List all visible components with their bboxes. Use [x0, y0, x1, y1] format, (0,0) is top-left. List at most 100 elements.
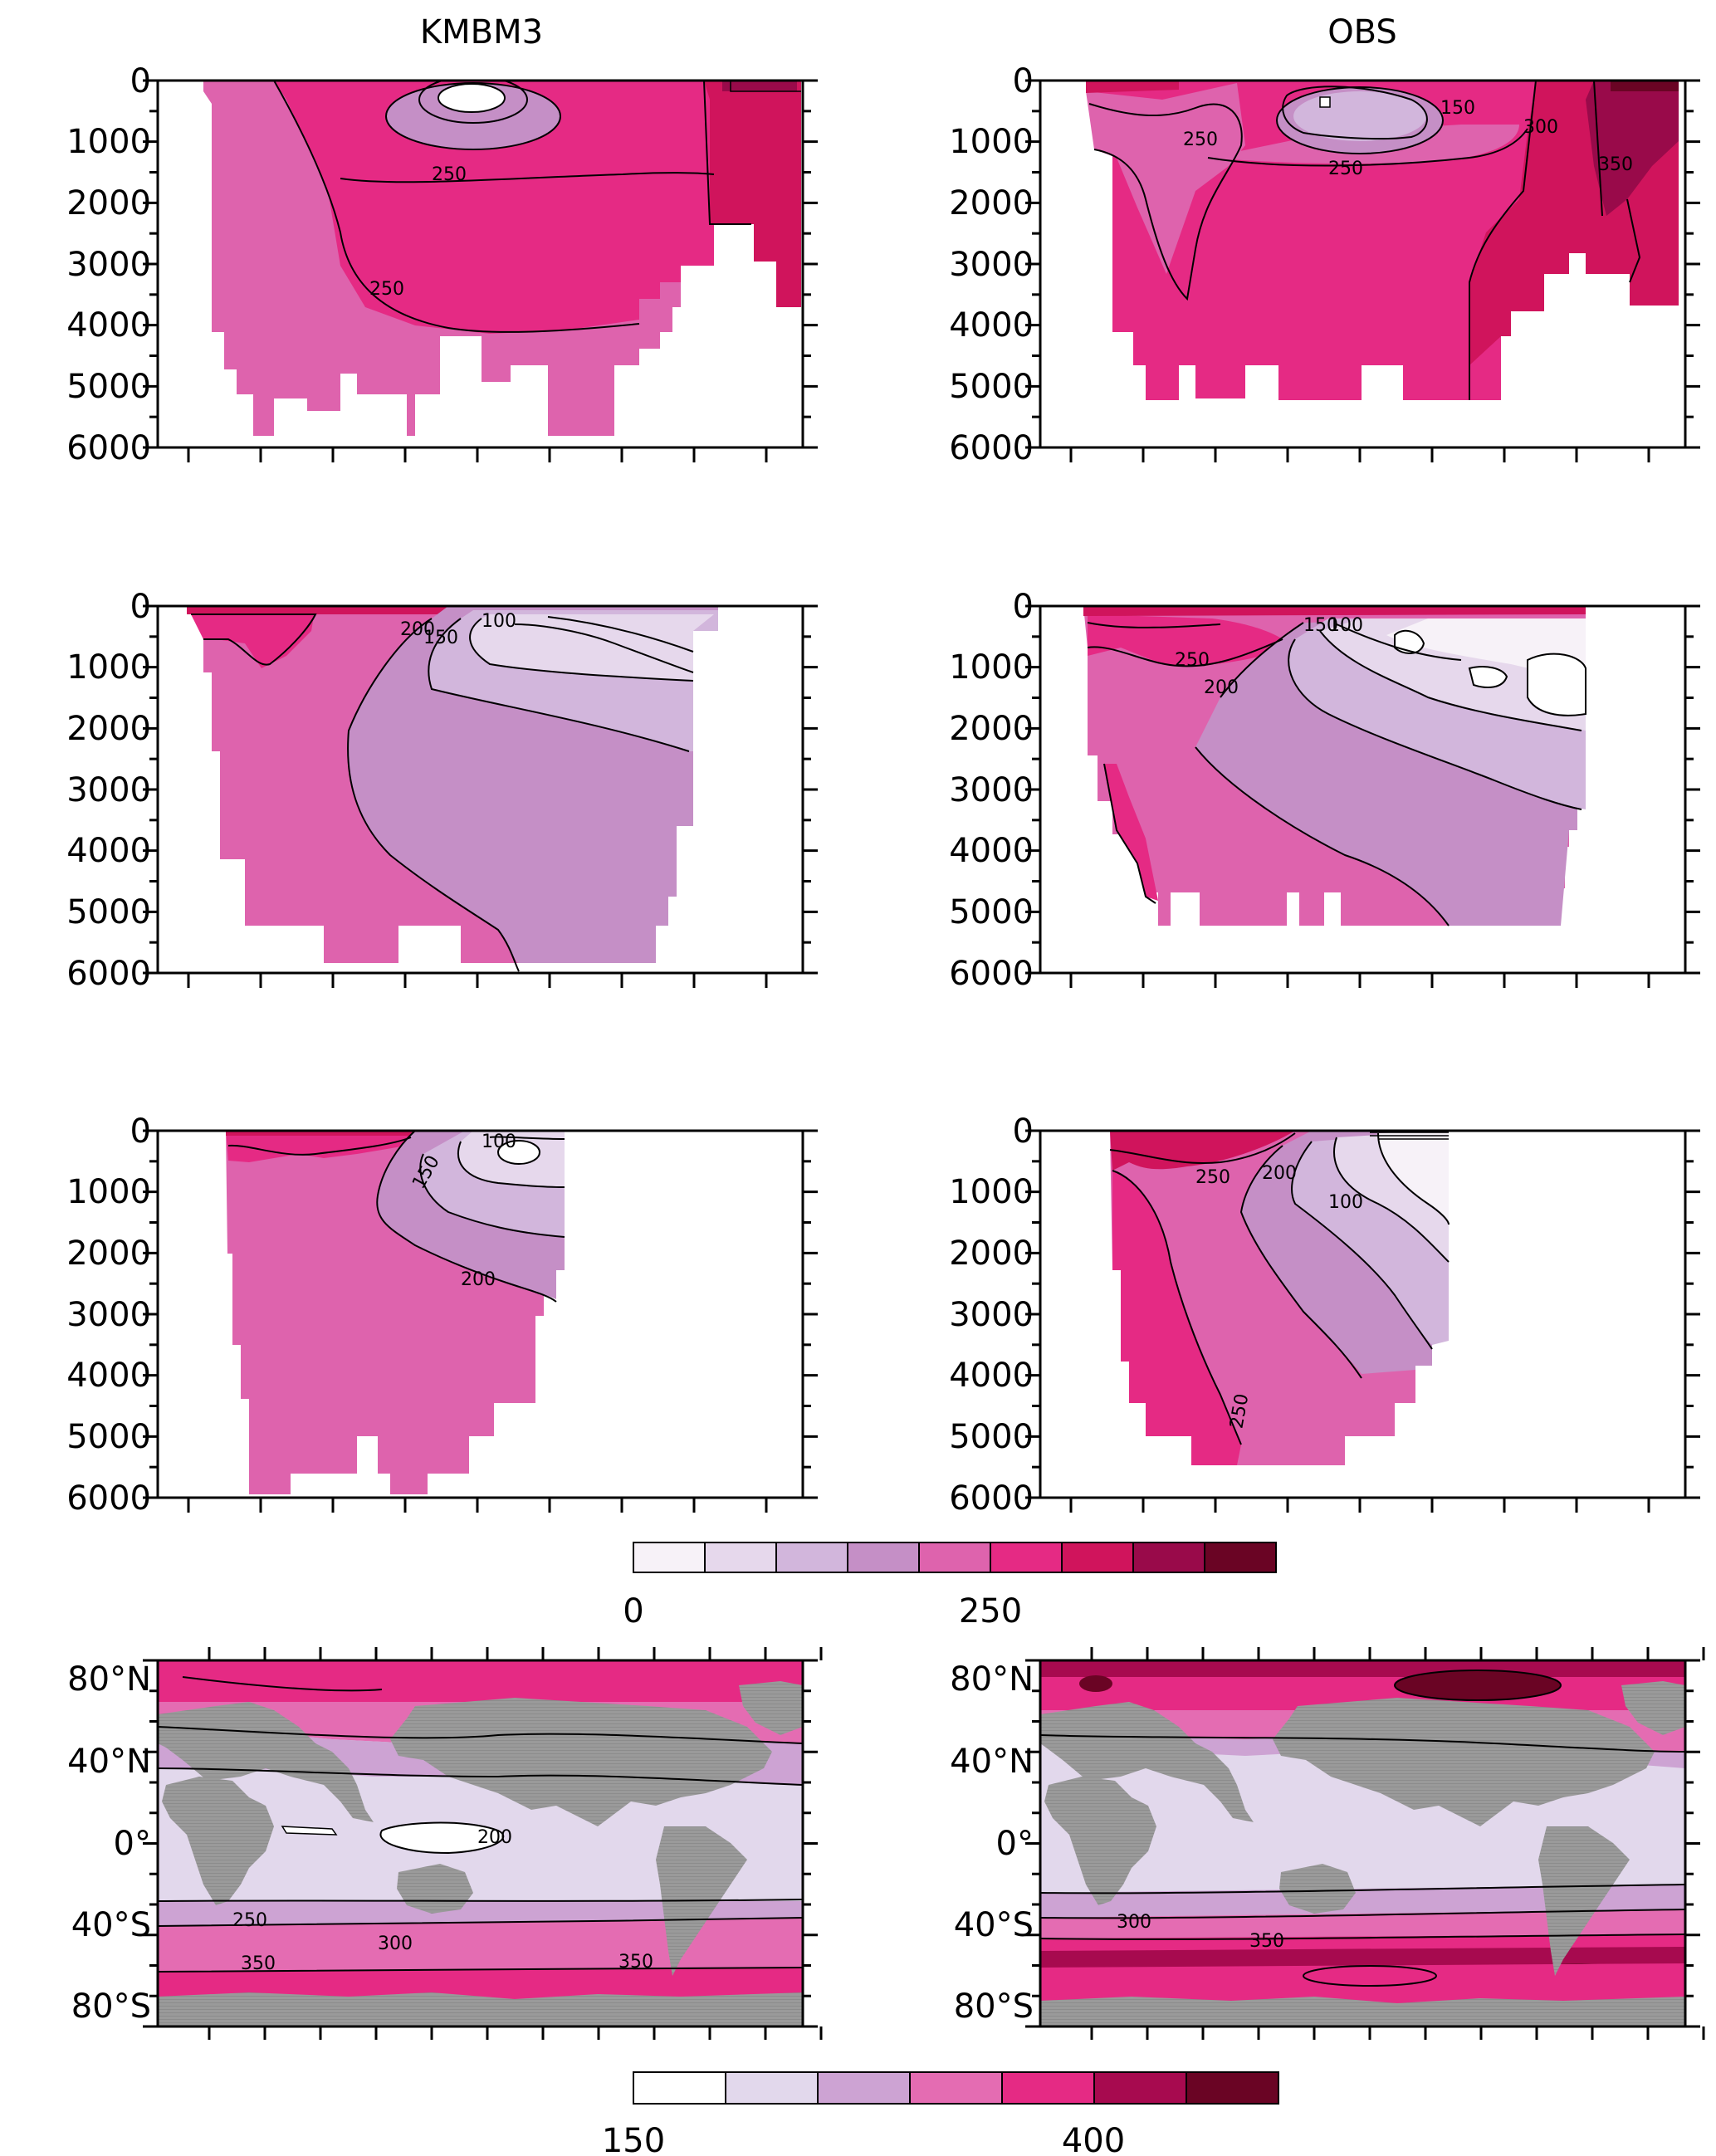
y-tick-label: 5000 — [949, 893, 1034, 931]
lat-label: 80°N — [67, 1660, 151, 1699]
y-tick-label: 3000 — [66, 246, 151, 284]
colorbar-swatch — [847, 1542, 920, 1573]
land-north-america — [158, 1702, 374, 1822]
y-tick-label: 2000 — [66, 184, 151, 222]
contour-label: 200 — [1262, 1163, 1297, 1184]
title-left: KMBM3 — [420, 13, 543, 51]
y-tick-label: 3000 — [66, 1296, 151, 1334]
colorbar-swatch — [1061, 1542, 1134, 1573]
y-tick-label: 1000 — [66, 648, 151, 687]
contour-label: 200 — [477, 1827, 512, 1848]
contour-label: 250 — [1175, 650, 1210, 671]
land-eurasia — [390, 1698, 772, 1826]
lat-label: 40°S — [71, 1906, 151, 1944]
land-antarctica — [158, 1992, 803, 2026]
colorbar-swatch — [909, 2071, 1003, 2105]
y-tick-label: 6000 — [949, 429, 1034, 467]
y-tick-label: 4000 — [66, 306, 151, 345]
contour-label: 300 — [1523, 117, 1558, 138]
colorbar-swatch — [817, 2071, 911, 2105]
y-tick-label: 6000 — [66, 955, 151, 993]
y-tick-label: 3000 — [949, 246, 1034, 284]
contour-label: 100 — [1328, 615, 1363, 636]
y-tick-label: 5000 — [66, 893, 151, 931]
colorbar-section-label: 250 — [959, 1592, 1022, 1630]
panel-row2-left: 200 150 100 — [187, 606, 718, 972]
y-tick-label: 3000 — [949, 1296, 1034, 1334]
lat-label: 40°S — [954, 1906, 1034, 1944]
contour-label: 250 — [1328, 159, 1363, 179]
y-tick-label: 1000 — [66, 1173, 151, 1211]
y-tick-label: 5000 — [66, 1418, 151, 1456]
y-tick-label: 2000 — [66, 1234, 151, 1273]
y-tick-label: 6000 — [66, 429, 151, 467]
axis-ticks — [143, 79, 1705, 2040]
y-tick-label: 2000 — [949, 710, 1034, 748]
y-tick-label: 6000 — [66, 1479, 151, 1518]
y-tick-label: 4000 — [949, 1357, 1034, 1395]
colorbar-swatch — [1093, 2071, 1187, 2105]
contour-label: 350 — [1598, 154, 1633, 175]
colorbar-swatch — [633, 1542, 706, 1573]
lat-label: 80°S — [954, 1987, 1034, 2026]
y-tick-label: 1000 — [949, 1173, 1034, 1211]
contour-label: 100 — [1328, 1192, 1363, 1213]
colorbar-swatch — [725, 2071, 819, 2105]
colorbar-swatch — [704, 1542, 777, 1573]
y-tick-label: 3000 — [66, 771, 151, 809]
lat-label: 40°N — [67, 1743, 151, 1781]
panel-map-right: 300 350 — [1040, 1660, 1685, 2026]
section-fill-200 — [386, 83, 560, 149]
contour-label: 300 — [378, 1934, 413, 1954]
y-tick-label: 5000 — [949, 1418, 1034, 1456]
contour-label: 200 — [400, 619, 435, 640]
map-y-labels: 80°N 40°N 0° 40°S 80°S 80°N 40°N 0° 40°S… — [67, 1660, 1034, 2026]
y-tick-label: 3000 — [949, 771, 1034, 809]
colorbar-swatch — [1132, 1542, 1205, 1573]
y-tick-label: 6000 — [949, 955, 1034, 993]
lat-label: 80°N — [950, 1660, 1034, 1699]
lat-label: 40°N — [950, 1743, 1034, 1781]
y-tick-label: 2000 — [66, 710, 151, 748]
colorbar-swatch — [633, 2071, 726, 2105]
contour-label: 350 — [241, 1953, 276, 1974]
lat-label: 80°S — [71, 1987, 151, 2026]
title-right: OBS — [1327, 13, 1397, 51]
land-greenland — [739, 1681, 803, 1735]
colorbar-swatch — [1204, 1542, 1277, 1573]
colorbar-swatch — [1186, 2071, 1279, 2105]
y-tick-label: 2000 — [949, 1234, 1034, 1273]
contour-label: 200 — [461, 1269, 496, 1290]
y-tick-label: 5000 — [949, 368, 1034, 406]
contour-label: 250 — [432, 164, 467, 185]
contour-label: 200 — [1204, 677, 1239, 698]
y-tick-label: 5000 — [66, 368, 151, 406]
colorbar-map-label: 150 — [602, 2122, 665, 2156]
section-fill-250 — [274, 81, 714, 334]
contour-label: 250 — [1183, 130, 1218, 150]
colorbar-swatch — [1001, 2071, 1095, 2105]
y-tick-label: 1000 — [949, 648, 1034, 687]
contour-label: 150 — [1440, 98, 1475, 119]
panel-map-left: 200 250 300 350 350 — [158, 1660, 803, 2026]
section-y-labels: 0 1000 2000 3000 4000 5000 6000 0 1000 2… — [66, 62, 1034, 1518]
contour-label: 350 — [1249, 1931, 1284, 1952]
contour-label: 300 — [1117, 1912, 1151, 1933]
colorbar-map — [633, 2071, 1279, 2105]
panel-row3-left: 150 200 100 — [226, 1131, 565, 1494]
contour-label: 100 — [482, 1132, 516, 1152]
contour-label: 150 — [1303, 615, 1338, 636]
colorbar-section-label: 0 — [623, 1592, 643, 1630]
y-tick-label: 4000 — [66, 832, 151, 870]
y-tick-label: 1000 — [949, 123, 1034, 161]
panel-row3-right: 250 200 100 250 — [1109, 1131, 1450, 1465]
contour-label: 150 — [423, 628, 458, 648]
y-tick-label: 4000 — [66, 1357, 151, 1395]
section-fill-300 — [704, 81, 801, 307]
y-tick-label: 4000 — [949, 832, 1034, 870]
contour-label: 250 — [1195, 1167, 1230, 1188]
colorbar-section — [633, 1542, 1277, 1573]
y-tick-label: 6000 — [949, 1479, 1034, 1518]
contour-label: 350 — [618, 1952, 653, 1973]
